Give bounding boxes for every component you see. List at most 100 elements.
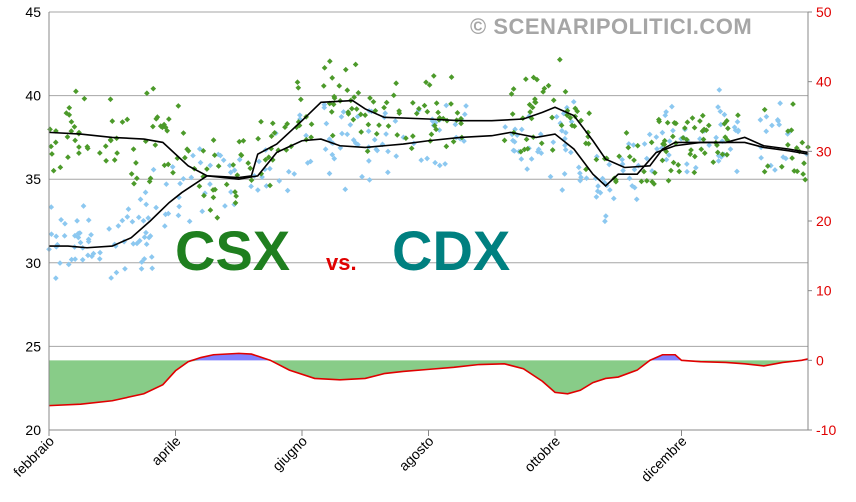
csx-point bbox=[793, 145, 800, 151]
csx-point bbox=[49, 151, 55, 157]
csx-point bbox=[665, 177, 672, 184]
csx-point bbox=[524, 145, 531, 152]
csx-point bbox=[385, 123, 392, 129]
cdx-point bbox=[53, 275, 59, 281]
cdx-point bbox=[559, 187, 566, 193]
cdx-point bbox=[603, 213, 609, 219]
csx-point bbox=[692, 153, 698, 160]
csx-point bbox=[373, 130, 380, 137]
cdx-point bbox=[57, 260, 63, 266]
cdx-point bbox=[382, 110, 389, 117]
csx-point bbox=[785, 142, 791, 148]
cdx-point bbox=[129, 218, 136, 225]
cdx-point bbox=[635, 162, 642, 169]
x-tick-label: agosto bbox=[396, 433, 437, 474]
cdx-point bbox=[228, 189, 234, 195]
csx-point bbox=[549, 147, 556, 153]
csx-point bbox=[109, 118, 116, 124]
csx-point bbox=[232, 189, 238, 195]
cdx-point bbox=[263, 183, 270, 189]
csx-point bbox=[403, 135, 409, 142]
trend-line-b bbox=[49, 131, 809, 249]
csx-point bbox=[509, 111, 516, 117]
csx-point bbox=[358, 129, 365, 135]
csx-point bbox=[801, 160, 807, 167]
csx-point bbox=[670, 133, 676, 140]
csx-point bbox=[240, 137, 247, 144]
csx-point bbox=[652, 169, 658, 176]
cdx-point bbox=[662, 112, 669, 119]
cdx-point bbox=[593, 194, 600, 200]
csx-point bbox=[365, 121, 372, 128]
csx-point bbox=[616, 153, 622, 160]
cdx-point bbox=[149, 265, 156, 272]
cdx-point bbox=[559, 127, 565, 134]
csx-point bbox=[327, 58, 333, 65]
cdx-point bbox=[291, 171, 298, 177]
cdx-point bbox=[276, 178, 283, 184]
cdx-point bbox=[143, 229, 149, 236]
csx-point bbox=[550, 97, 557, 104]
x-tick-label: febbraio bbox=[10, 433, 57, 480]
cdx-point bbox=[142, 189, 149, 196]
cdx-point bbox=[659, 129, 666, 136]
left-tick-label: 30 bbox=[25, 255, 41, 271]
csx-point bbox=[344, 87, 351, 94]
cdx-point bbox=[732, 127, 739, 134]
csx-point bbox=[308, 134, 314, 141]
csx-point bbox=[165, 161, 172, 168]
csx-point bbox=[638, 178, 645, 185]
cdx-point bbox=[575, 164, 582, 171]
cdx-point bbox=[538, 150, 545, 156]
cdx-point bbox=[222, 203, 228, 209]
cdx-point bbox=[231, 167, 238, 174]
csx-point bbox=[150, 85, 157, 92]
csx-point bbox=[701, 126, 707, 133]
cdx-point bbox=[68, 256, 75, 263]
cdx-point bbox=[342, 186, 349, 193]
csx-point bbox=[410, 133, 416, 139]
cdx-point bbox=[75, 230, 82, 237]
csx-point bbox=[675, 162, 682, 168]
cdx-point bbox=[597, 189, 604, 196]
csx-point bbox=[724, 151, 730, 158]
cdx-point bbox=[583, 175, 590, 182]
csx-point bbox=[433, 126, 439, 133]
csx-point bbox=[435, 109, 441, 116]
cdx-point bbox=[303, 132, 309, 139]
csx-point bbox=[714, 149, 721, 156]
csx-point bbox=[430, 73, 437, 79]
cdx-point bbox=[774, 116, 781, 123]
cdx-point bbox=[65, 261, 72, 268]
cdx-point bbox=[304, 160, 311, 166]
csx-point bbox=[345, 109, 351, 115]
cdx-point bbox=[758, 154, 764, 161]
cdx-point bbox=[606, 161, 613, 168]
cdx-point bbox=[547, 173, 554, 180]
cdx-point bbox=[207, 162, 214, 169]
csx-point bbox=[152, 142, 159, 148]
right-tick-label: 20 bbox=[816, 213, 832, 229]
csx-point bbox=[131, 180, 137, 187]
cdx-point bbox=[62, 220, 68, 227]
cdx-point bbox=[248, 183, 254, 190]
right-tick-label: 30 bbox=[816, 143, 832, 159]
cdx-point bbox=[186, 218, 193, 225]
csx-point bbox=[214, 214, 221, 221]
cdx-point bbox=[115, 223, 122, 229]
csx-point bbox=[549, 114, 555, 121]
cdx-point bbox=[610, 195, 617, 202]
cdx-point bbox=[321, 104, 328, 111]
csx-point bbox=[699, 112, 706, 119]
csx-point bbox=[651, 181, 657, 187]
csx-point bbox=[689, 115, 696, 121]
csx-point bbox=[352, 61, 359, 68]
cdx-point bbox=[339, 130, 345, 137]
csx-point bbox=[623, 130, 630, 136]
csx-point bbox=[81, 95, 88, 102]
cdx-point bbox=[510, 147, 517, 154]
csx-point bbox=[128, 171, 135, 177]
cdx-point bbox=[323, 120, 330, 127]
cdx-point bbox=[322, 146, 329, 153]
